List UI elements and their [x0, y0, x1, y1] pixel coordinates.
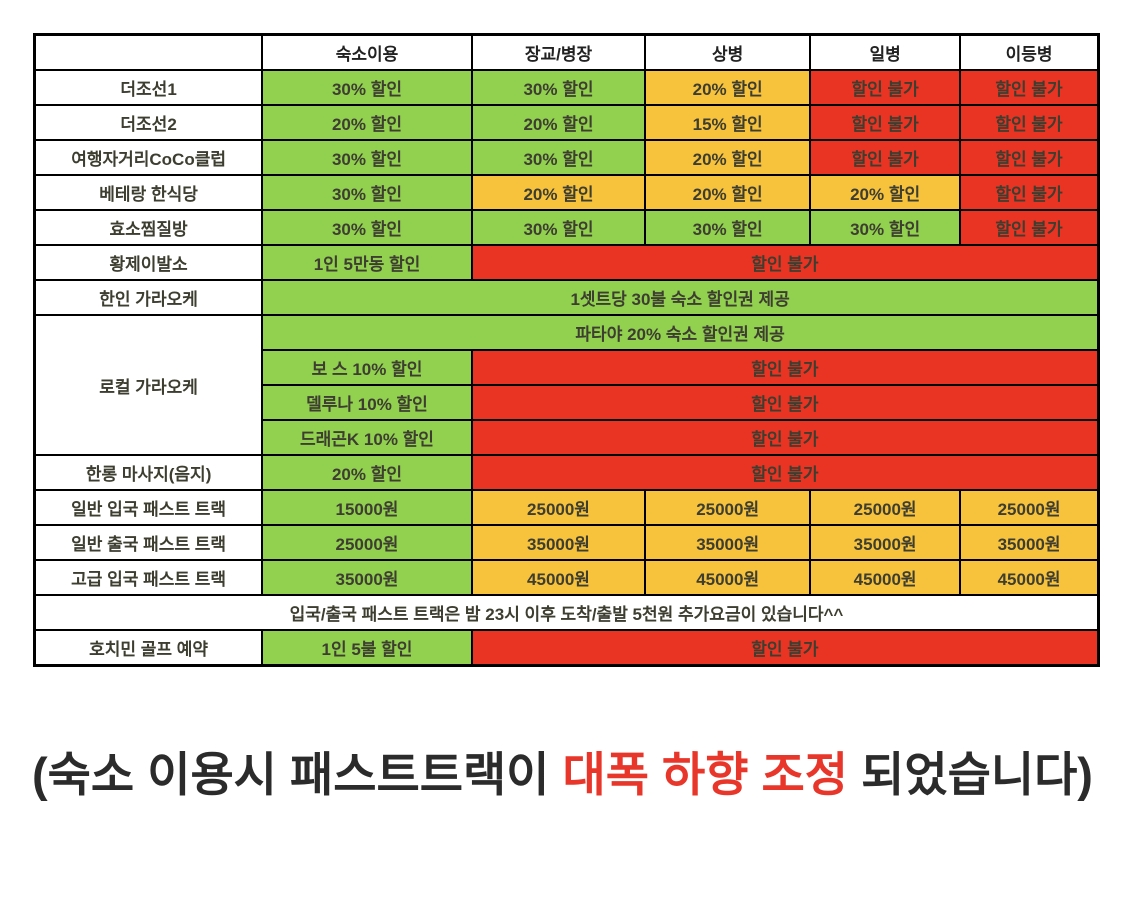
row-label: 고급 입국 패스트 트랙: [33, 559, 264, 596]
table-cell: 1인 5불 할인: [261, 629, 473, 667]
table-cell: 할인 불가: [470, 419, 1100, 456]
row-label: 한롱 마사지(음지): [33, 454, 264, 491]
table-cell: 15000원: [261, 489, 473, 526]
table-cell: 25000원: [261, 524, 473, 561]
table-cell: 할인 불가: [959, 104, 1100, 141]
row-label: 황제이발소: [33, 244, 264, 281]
row-label: 한인 가라오케: [33, 279, 264, 316]
table-body: 더조선1 30% 할인 30% 할인 20% 할인 할인 불가 할인 불가 더조선2 20% …: [33, 69, 1100, 667]
table-cell: 할인 불가: [809, 69, 962, 106]
table-cell: 할인 불가: [959, 69, 1100, 106]
discount-table-wrap: 숙소이용 장교/병장 상병 일병 이등병 더조선1 30% 할인 30% 할인 20% 할인 할…: [33, 33, 1100, 667]
row-label: 베테랑 한식당: [33, 174, 264, 211]
table-cell: 45000원: [809, 559, 962, 596]
row-label: 효소찜질방: [33, 209, 264, 246]
table-cell: 35000원: [644, 524, 812, 561]
table-cell: 20% 할인: [809, 174, 962, 211]
table-cell: 15% 할인: [644, 104, 812, 141]
table-cell: 20% 할인: [644, 139, 812, 176]
row-label: 호치민 골프 예약: [33, 629, 264, 667]
table-cell: 30% 할인: [261, 69, 473, 106]
table-cell: 25000원: [809, 489, 962, 526]
table-cell: 20% 할인: [470, 104, 647, 141]
table-cell: 30% 할인: [470, 69, 647, 106]
header-cell: 장교/병장: [470, 33, 647, 71]
row-label: 더조선2: [33, 104, 264, 141]
table-cell: 45000원: [644, 559, 812, 596]
table-cell: 25000원: [644, 489, 812, 526]
header-cell: 이등병: [959, 33, 1100, 71]
table-cell: 파타야 20% 숙소 할인권 제공: [261, 314, 1100, 351]
caption-highlight: 대폭 하향 조정: [562, 748, 849, 801]
table-cell: 델루나 10% 할인: [261, 384, 473, 421]
caption: (숙소 이용시 패스트트랙이 대폭 하향 조정 되었습니다): [0, 739, 1125, 812]
table-cell: 할인 불가: [959, 209, 1100, 246]
table-cell: 30% 할인: [261, 209, 473, 246]
table-cell: 할인 불가: [809, 139, 962, 176]
table-cell: 할인 불가: [470, 349, 1100, 386]
table-cell: 30% 할인: [470, 209, 647, 246]
table-cell: 20% 할인: [261, 104, 473, 141]
table-cell: 30% 할인: [644, 209, 812, 246]
table-cell: 35000원: [809, 524, 962, 561]
table-cell: 30% 할인: [470, 139, 647, 176]
discount-table: 숙소이용 장교/병장 상병 일병 이등병 더조선1 30% 할인 30% 할인 20% 할인 할…: [33, 33, 1100, 667]
table-cell: 35000원: [261, 559, 473, 596]
table-cell: 30% 할인: [809, 209, 962, 246]
table-cell: 할인 불가: [470, 244, 1100, 281]
row-label: 로컬 가라오케: [33, 314, 264, 456]
table-cell: 20% 할인: [644, 174, 812, 211]
table-cell: 할인 불가: [809, 104, 962, 141]
table-cell: 35000원: [959, 524, 1100, 561]
table-cell: 드래곤K 10% 할인: [261, 419, 473, 456]
row-label: 일반 입국 패스트 트랙: [33, 489, 264, 526]
header-cell: [33, 33, 264, 71]
row-label: 일반 출국 패스트 트랙: [33, 524, 264, 561]
table-header: 숙소이용 장교/병장 상병 일병 이등병: [33, 33, 1100, 71]
caption-text-suffix: 되었습니다): [848, 748, 1093, 801]
table-cell: 20% 할인: [470, 174, 647, 211]
table-cell: 할인 불가: [470, 629, 1100, 667]
table-cell: 25000원: [959, 489, 1100, 526]
caption-text-prefix: (숙소 이용시 패스트트랙이: [32, 748, 563, 801]
table-cell: 할인 불가: [470, 384, 1100, 421]
table-cell: 45000원: [470, 559, 647, 596]
table-cell: 할인 불가: [470, 454, 1100, 491]
row-label: 여행자거리CoCo클럽: [33, 139, 264, 176]
row-label: 더조선1: [33, 69, 264, 106]
header-cell: 상병: [644, 33, 812, 71]
table-cell: 1셋트당 30불 숙소 할인권 제공: [261, 279, 1100, 316]
notice-cell: 입국/출국 패스트 트랙은 밤 23시 이후 도착/출발 5천원 추가요금이 있…: [33, 594, 1100, 631]
table-cell: 할인 불가: [959, 174, 1100, 211]
table-cell: 35000원: [470, 524, 647, 561]
table-cell: 30% 할인: [261, 174, 473, 211]
table-cell: 30% 할인: [261, 139, 473, 176]
table-cell: 25000원: [470, 489, 647, 526]
header-cell: 일병: [809, 33, 962, 71]
header-cell: 숙소이용: [261, 33, 473, 71]
table-cell: 20% 할인: [644, 69, 812, 106]
table-cell: 할인 불가: [959, 139, 1100, 176]
table-cell: 20% 할인: [261, 454, 473, 491]
table-cell: 45000원: [959, 559, 1100, 596]
table-cell: 보 스 10% 할인: [261, 349, 473, 386]
table-cell: 1인 5만동 할인: [261, 244, 473, 281]
